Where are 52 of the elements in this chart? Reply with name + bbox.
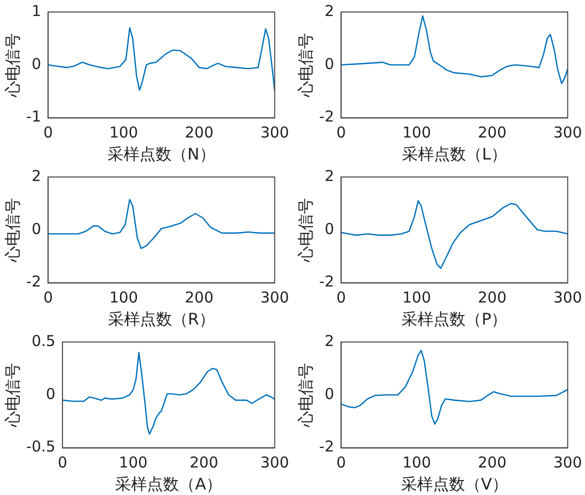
y-tick-label: -0.5 — [26, 438, 56, 456]
y-tick-label: -2 — [26, 272, 42, 291]
x-tick-label: 300 — [553, 454, 582, 472]
x-axis-title: 采样点数（P） — [402, 310, 508, 329]
x-axis-title: 采样点数（V） — [400, 474, 508, 494]
x-tick-label: 100 — [118, 454, 148, 472]
x-tick-label: 200 — [184, 288, 214, 307]
x-axis-title: 采样点数（N） — [107, 144, 216, 164]
x-tick-label: 200 — [190, 454, 218, 472]
x-tick-label: 0 — [58, 454, 68, 472]
x-tick-label: 300 — [553, 288, 582, 307]
y-tick-label: 0.5 — [32, 332, 56, 350]
y-axis-title: 心电信号 — [2, 198, 22, 263]
y-tick-label: 1 — [32, 2, 42, 20]
y-axis-title: 心电信号 — [2, 32, 22, 98]
x-tick-label: 200 — [478, 288, 506, 307]
y-axis-title: 心电信号 — [296, 362, 315, 428]
x-tick-label: 0 — [336, 288, 346, 307]
x-tick-label: 200 — [184, 124, 214, 142]
y-tick-label: 0 — [32, 54, 42, 73]
y-tick-label: -2 — [319, 272, 334, 291]
x-tick-label: 100 — [109, 124, 138, 142]
y-tick-label: -1 — [26, 108, 42, 126]
y-axis-title: 心电信号 — [296, 32, 315, 98]
x-tick-label: 100 — [109, 288, 138, 307]
y-tick-label: 2 — [32, 166, 42, 185]
x-tick-label: 0 — [336, 124, 346, 142]
y-tick-label: 0 — [324, 54, 334, 73]
x-tick-label: 0 — [336, 454, 346, 472]
x-tick-label: 300 — [260, 288, 290, 307]
y-tick-label: 0 — [46, 384, 56, 403]
y-tick-label: -2 — [319, 108, 334, 126]
x-tick-label: 300 — [260, 124, 290, 142]
x-tick-label: 300 — [260, 454, 290, 472]
x-tick-label: 100 — [402, 124, 431, 142]
x-axis-title: 采样点数（A） — [115, 474, 222, 494]
y-tick-label: 2 — [324, 332, 334, 350]
y-axis-title: 心电信号 — [2, 362, 22, 428]
y-tick-label: 0 — [324, 384, 334, 403]
x-tick-label: 200 — [478, 124, 506, 142]
x-tick-label: 100 — [402, 288, 431, 307]
y-tick-label: -2 — [319, 438, 334, 456]
y-tick-label: 2 — [324, 2, 334, 20]
y-tick-label: 0 — [324, 220, 334, 238]
x-axis-title: 采样点数（R） — [108, 310, 215, 329]
y-axis-title: 心电信号 — [296, 198, 315, 263]
x-tick-label: 300 — [553, 124, 582, 142]
x-axis-title: 采样点数（L） — [402, 144, 507, 164]
x-tick-label: 200 — [478, 454, 506, 472]
y-tick-label: 0 — [32, 220, 42, 238]
y-tick-label: 2 — [324, 166, 334, 185]
x-tick-label: 100 — [402, 454, 431, 472]
